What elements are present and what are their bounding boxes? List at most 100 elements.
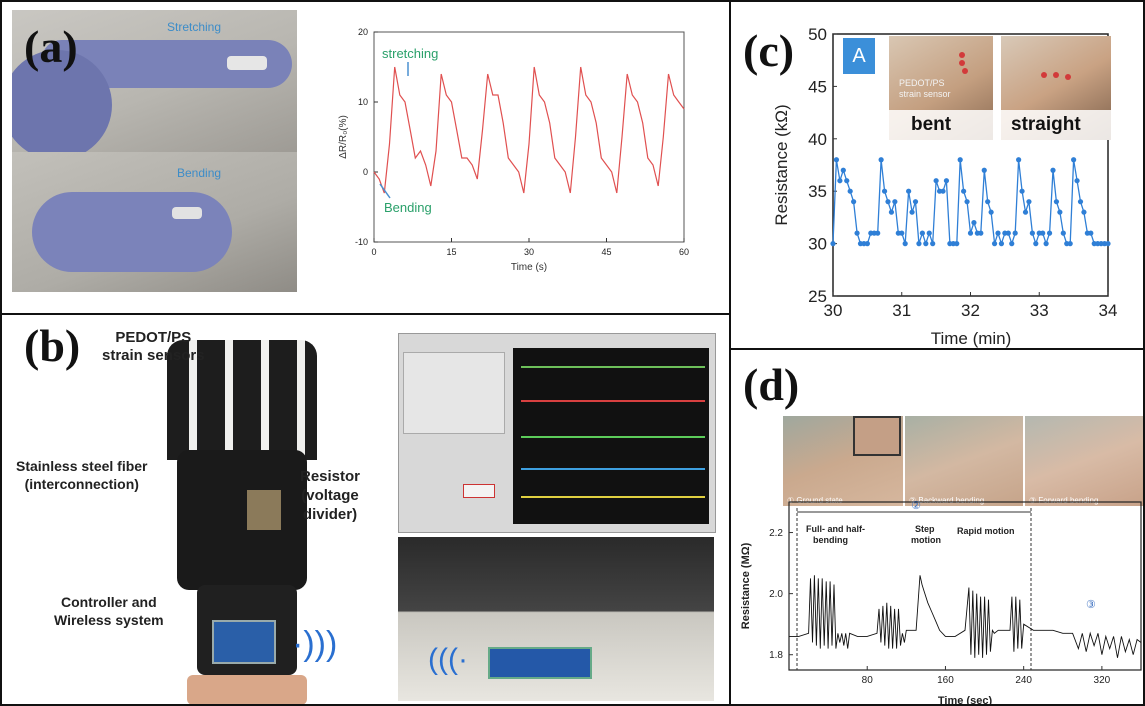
panel-c: (c) 30 31 32 33 34 25 30 35 40 45 50 Time (min) Re…: [729, 0, 1145, 350]
glove-hand: [12, 50, 112, 152]
wrist-ground-photo: [783, 416, 903, 506]
badge-a-text: A: [852, 45, 866, 67]
software-settings-pane: [403, 352, 505, 434]
annotation-fiber: Stainless steel fiber (interconnection): [16, 458, 148, 492]
software-plot-area: [513, 348, 709, 524]
chart-c-point: [933, 178, 939, 184]
chart-c-point: [1009, 241, 1015, 247]
annotation-sensors: PEDOT/PS strain sensors: [102, 329, 205, 364]
chart-c-point: [1016, 157, 1022, 163]
chart-c-point: [991, 241, 998, 247]
chart-a-xtick-label: 30: [524, 247, 534, 257]
chart-d-xtick-label: 320: [1094, 675, 1111, 686]
chart-c-point: [875, 230, 881, 236]
wireless-icon: ·))): [292, 625, 338, 663]
panel-d-label: (d): [743, 359, 800, 410]
chart-c-point: [1074, 178, 1080, 184]
bent-caption: bent: [911, 114, 952, 135]
chart-c-xlabel: Time (min): [931, 329, 1012, 348]
chart-d-xtick-label: 80: [862, 675, 874, 686]
annotation-resistor: Resistor (voltage divider): [300, 468, 361, 523]
chart-d-xlabel: Time (sec): [938, 695, 993, 706]
chart-c-ytick-label: 50: [808, 25, 827, 44]
stretching-photo-label: Stretching: [167, 20, 222, 34]
glove-board: [212, 620, 276, 664]
chart-c-point: [1060, 230, 1066, 236]
chart-c-ytick-label: 45: [808, 77, 827, 96]
chart-c-point: [957, 157, 963, 163]
chart-c-point: [881, 188, 888, 194]
chart-c-point: [981, 167, 987, 173]
annotation-controller: Controller and Wireless system: [54, 594, 164, 628]
chart-c-point: [998, 241, 1005, 247]
chart-c-point: [844, 178, 850, 184]
straight-knee-photo: straight: [1001, 36, 1111, 140]
chart-c-point: [985, 199, 991, 205]
chart-d-ytick-label: 2.0: [769, 589, 783, 600]
chart-c-point: [930, 241, 936, 247]
chart-c-point: [1088, 230, 1094, 236]
chart-c-point: [1081, 209, 1087, 215]
chart-c-point: [964, 199, 970, 205]
chart-c-point: [906, 188, 912, 194]
wrist-forward-photo: [1025, 416, 1143, 506]
bent-knee-photo: PEDOT/PS strain sensor bent: [889, 36, 993, 140]
chart-c-point: [940, 188, 946, 194]
chart-d: 80 160 240 320 1.8 2.0 2.2 ② ③ Full- and half-…: [740, 500, 1142, 706]
plot-trace-2: [521, 400, 705, 402]
chart-a-arrow-bending: [379, 183, 391, 199]
chart-c-point: [902, 241, 908, 247]
chart-c-point: [1019, 188, 1025, 194]
chart-c-point: [1046, 230, 1053, 236]
wrist-backward-photo: [905, 416, 1023, 506]
wearer-forearm: [187, 675, 307, 704]
panel-d: (d) ① Ground state ② Backward bending ③ …: [729, 348, 1145, 706]
chart-a-xtick-label: 45: [601, 247, 611, 257]
panel-a-label: (a): [24, 21, 78, 72]
chart-a-xlabel: Time (s): [511, 262, 547, 273]
bent-sensor-annotation: PEDOT/PS strain sensor: [899, 78, 951, 99]
straight-caption: straight: [1011, 114, 1081, 135]
straight-caption-bar: [1001, 110, 1111, 140]
chart-c-point: [1077, 199, 1084, 205]
chart-d-xtick-label: 160: [937, 675, 954, 686]
chart-c-point: [1057, 209, 1063, 215]
panel-c-label: (c): [743, 25, 795, 76]
chart-d-series-line: [789, 575, 1142, 658]
chart-c-xtick-label: 32: [961, 301, 980, 320]
photo-caption-1: ① Ground state: [787, 496, 843, 505]
sensor-dots-straight: [1041, 72, 1047, 78]
chart-a-ytick-label: -10: [355, 237, 368, 247]
chart-d-seg2: Step motion: [911, 524, 941, 545]
chart-c-point: [1105, 241, 1111, 247]
chart-c-point: [1033, 241, 1039, 247]
chart-c-point: [878, 157, 884, 163]
chart-c-point: [923, 241, 929, 247]
photo-caption-3: ③ Forward bending: [1029, 496, 1099, 505]
plot-trace-5: [521, 496, 705, 498]
chart-c-point: [833, 157, 840, 163]
plot-trace-4: [521, 468, 705, 470]
chart-c-xtick-label: 30: [824, 301, 843, 320]
chart-a-xtick-label: 0: [371, 247, 376, 257]
chart-c-point: [995, 230, 1001, 236]
chart-c-point: [1043, 241, 1049, 247]
chart-c-point: [854, 230, 860, 236]
chart-c-point: [971, 220, 977, 226]
chart-c-xtick-label: 31: [892, 301, 911, 320]
chart-c-point: [1067, 241, 1073, 247]
chart-c-point: [1040, 230, 1046, 236]
chart-a-series-line: [373, 66, 685, 194]
panel-b: (b) PEDOT/PS strain sensors Stainless st…: [0, 313, 731, 706]
badge-a: A: [843, 38, 875, 74]
chart-d-marker-mid: ②: [911, 500, 921, 512]
chart-c-point: [988, 209, 994, 215]
chart-c-point: [851, 199, 857, 205]
panel-b-label: (b): [24, 320, 81, 371]
software-screenshot: [398, 333, 716, 533]
chart-a-xtick-label: 15: [446, 247, 456, 257]
chart-a-xtick-label: 60: [679, 247, 689, 257]
bent-caption-bar: [889, 110, 993, 140]
